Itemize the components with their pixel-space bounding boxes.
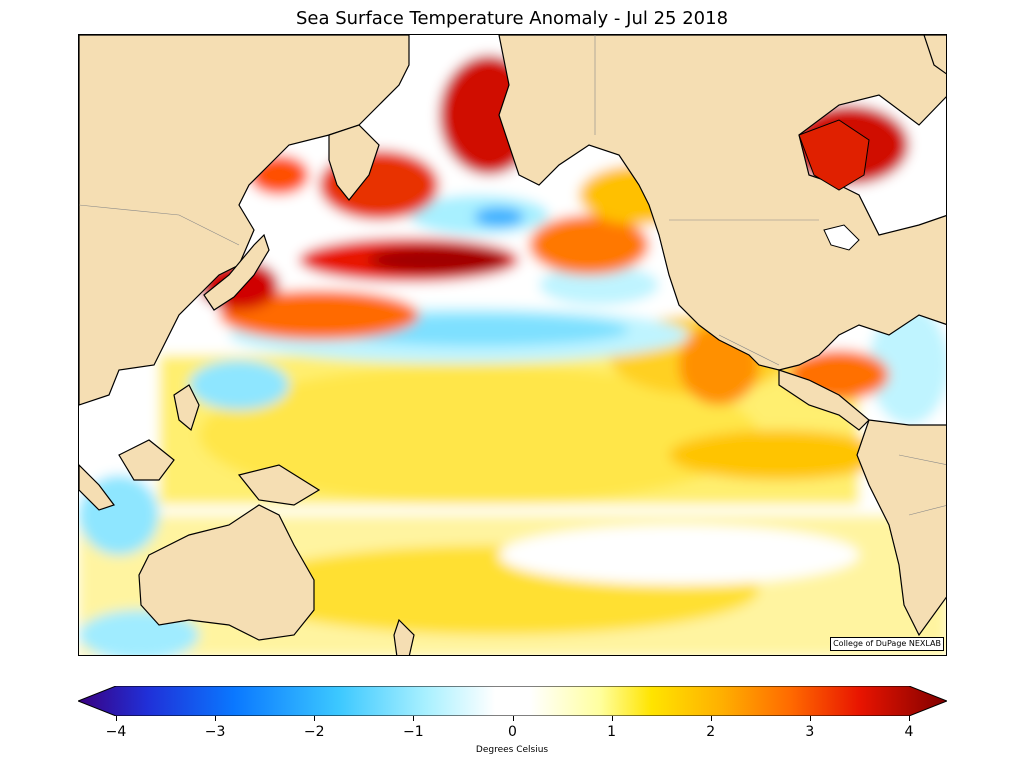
land-central-america <box>778 369 870 431</box>
colorbar-label: Degrees Celsius <box>475 745 549 755</box>
land-kamchatka <box>328 124 380 201</box>
land-sumatra <box>79 464 115 511</box>
land-south-america <box>856 419 946 637</box>
lakes <box>798 119 870 251</box>
colorbar-tick-mark <box>314 716 316 721</box>
colorbar-tick-mark <box>611 716 613 721</box>
colorbar-tick-label: −2 <box>303 724 325 740</box>
colorbar-tick-label: 1 <box>607 724 617 740</box>
colorbar-tick-mark <box>710 716 712 721</box>
land-borneo <box>118 439 175 481</box>
colorbar-tick-mark <box>413 716 415 721</box>
colorbar-tick-label: 3 <box>805 724 815 740</box>
great-lakes <box>823 224 860 251</box>
sst-anomaly-map: College of DuPage NEXLAB <box>78 34 947 656</box>
colorbar-tick-mark <box>909 716 910 721</box>
land-new-zealand <box>393 618 415 655</box>
land-asia <box>79 35 410 406</box>
colorbar-body <box>78 686 947 716</box>
land-australia <box>138 504 315 641</box>
colorbar-tick-label: 2 <box>706 724 716 740</box>
colorbar-tick-mark <box>215 716 217 721</box>
colorbar-tick-label: 0 <box>508 724 517 740</box>
land-greenland <box>923 35 946 75</box>
colorbar <box>78 686 947 716</box>
land-new-guinea <box>237 464 321 506</box>
colorbar-tick-mark <box>116 716 117 721</box>
map-title: Sea Surface Temperature Anomaly - Jul 25… <box>295 8 729 29</box>
land-masses <box>79 35 946 655</box>
colorbar-tick-mark <box>809 716 811 721</box>
colorbar-tick-label: −3 <box>204 724 226 740</box>
political-borders <box>79 35 946 516</box>
colorbar-tick-label: −1 <box>403 724 424 740</box>
credit-label: College of DuPage NEXLAB <box>830 637 944 651</box>
land-japan <box>203 233 270 311</box>
land-north-america <box>498 35 946 371</box>
land-philippines <box>173 384 200 432</box>
colorbar-tick-mark <box>512 716 514 721</box>
colorbar-tick-label: −4 <box>105 724 127 740</box>
hudson-bay <box>798 119 870 191</box>
map-canvas <box>79 35 946 655</box>
colorbar-tick-label: 4 <box>904 724 914 740</box>
